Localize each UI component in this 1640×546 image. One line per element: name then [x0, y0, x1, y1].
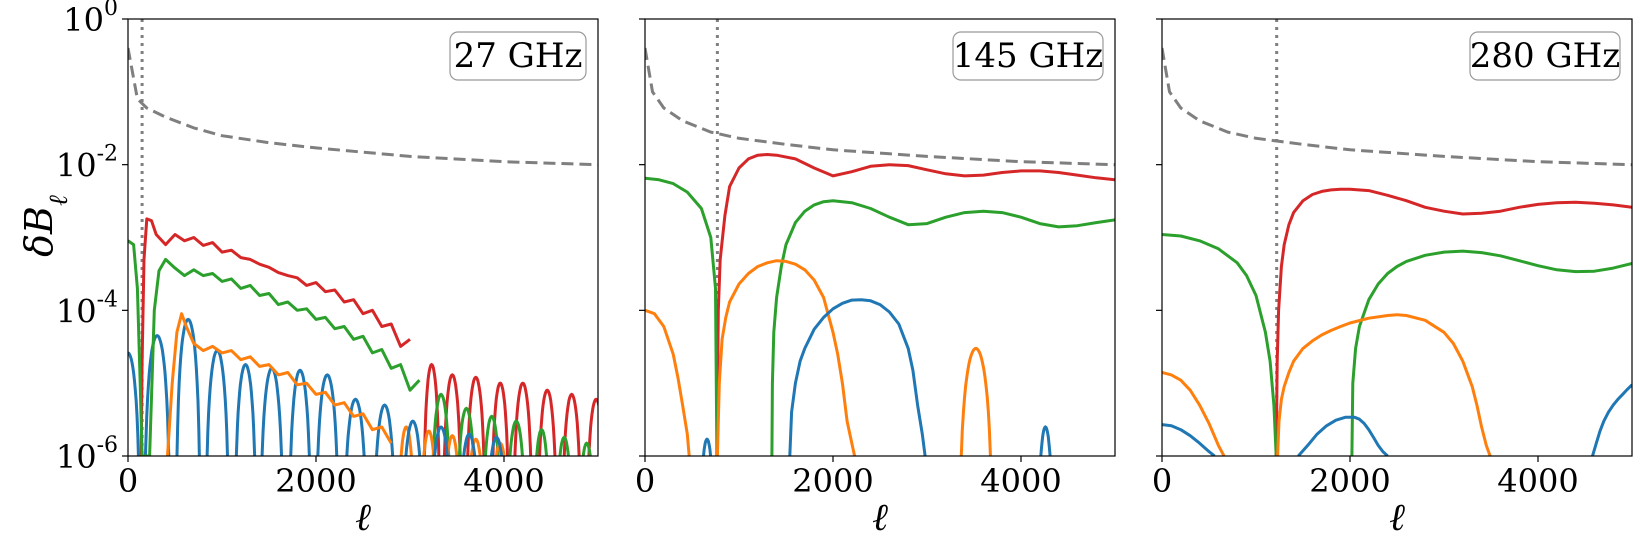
y-tick-label: 10-6 — [56, 433, 118, 476]
series-lobe — [959, 346, 992, 456]
series-line — [166, 312, 393, 456]
x-tick-label: 2000 — [275, 462, 356, 500]
series-lobe — [375, 403, 395, 456]
x-axis-label: ℓ — [1389, 495, 1405, 539]
series-lobe — [701, 437, 713, 456]
series-lobe — [234, 362, 257, 456]
series-lobe — [483, 414, 500, 456]
series-line — [715, 153, 1115, 456]
frequency-label: 280 GHz — [1470, 36, 1620, 76]
series-lobe — [404, 419, 422, 456]
x-tick-label: 0 — [118, 462, 138, 500]
x-axis-label: ℓ — [872, 495, 888, 539]
series-lobe — [462, 432, 477, 456]
series-lobe — [205, 348, 229, 456]
x-tick-label: 2000 — [792, 462, 873, 500]
series-line — [1297, 415, 1389, 456]
series-lobe — [535, 428, 549, 456]
series-lobe — [433, 425, 449, 456]
x-axis-label: ℓ — [355, 495, 371, 539]
series-line — [770, 199, 1115, 456]
series-line — [128, 239, 421, 456]
series-lobe — [513, 381, 533, 456]
series-lobe — [562, 392, 581, 456]
series-lobe — [489, 435, 504, 456]
series-lobe — [345, 397, 366, 456]
series-line — [1276, 313, 1492, 456]
plot-area — [1162, 19, 1632, 456]
frequency-label-box — [952, 31, 1104, 81]
series-lobe — [558, 435, 570, 456]
plot-area — [128, 19, 598, 456]
plot-frame — [127, 18, 599, 457]
reference-dashed-line — [645, 47, 1115, 167]
series-line — [1162, 423, 1216, 456]
series-line — [1162, 233, 1278, 456]
y-tick-label: 10-2 — [56, 142, 118, 185]
series-lobe — [175, 317, 201, 456]
series-lobe — [508, 419, 524, 456]
x-tick-label: 4000 — [1497, 462, 1578, 500]
panel-1: 100 10-2 10-4 10-60 2000 4000 ℓ 27 GHz — [56, 0, 599, 539]
series-line — [1350, 249, 1632, 456]
frequency-label: 27 GHz — [454, 36, 583, 76]
plot-frame — [644, 18, 1116, 457]
series-lobe — [1039, 425, 1052, 456]
series-line — [645, 176, 719, 456]
series-lobe — [538, 388, 557, 456]
x-tick-label: 4000 — [980, 462, 1061, 500]
series-line — [715, 259, 857, 456]
frequency-label-box — [1469, 31, 1621, 81]
series-line — [645, 308, 691, 456]
series-lobe — [587, 397, 598, 456]
x-tick-label: 0 — [635, 462, 655, 500]
series-line — [1591, 383, 1632, 456]
series-lobe — [260, 366, 284, 456]
series-lobe — [466, 375, 486, 456]
y-tick-label: 100 — [63, 0, 118, 39]
plot-area — [645, 19, 1115, 456]
y-axis-label: δBℓ — [17, 195, 74, 257]
frequency-label: 145 GHz — [953, 36, 1103, 76]
series-lobe — [316, 373, 339, 456]
series-line — [1162, 371, 1226, 456]
series-lobe — [399, 425, 413, 456]
series-lobe — [581, 441, 592, 456]
panel-2: 0 2000 4000 ℓ 145 GHz — [635, 18, 1116, 539]
reference-dashed-line — [1162, 47, 1632, 167]
series-lobe — [422, 429, 436, 456]
series-lobe — [128, 351, 140, 456]
series-lobe — [289, 368, 311, 456]
series-line — [139, 217, 411, 456]
plot-frame — [1161, 18, 1633, 457]
x-tick-label: 4000 — [463, 462, 544, 500]
x-tick-label: 2000 — [1309, 462, 1390, 500]
x-tick-label: 0 — [1152, 462, 1172, 500]
series-lobe — [446, 433, 459, 456]
series-lobe — [431, 392, 451, 456]
series-lobe — [457, 406, 475, 456]
y-tick-label: 10-4 — [56, 287, 118, 330]
series-lobe — [143, 333, 171, 456]
series-lobe — [491, 381, 510, 456]
series-line — [788, 298, 927, 456]
frequency-label-box — [449, 31, 587, 81]
series-lobe — [469, 437, 482, 456]
reference-dashed-line — [128, 47, 598, 167]
series-line — [1274, 187, 1632, 456]
panel-3: 0 2000 4000 ℓ 280 GHz — [1152, 18, 1633, 539]
